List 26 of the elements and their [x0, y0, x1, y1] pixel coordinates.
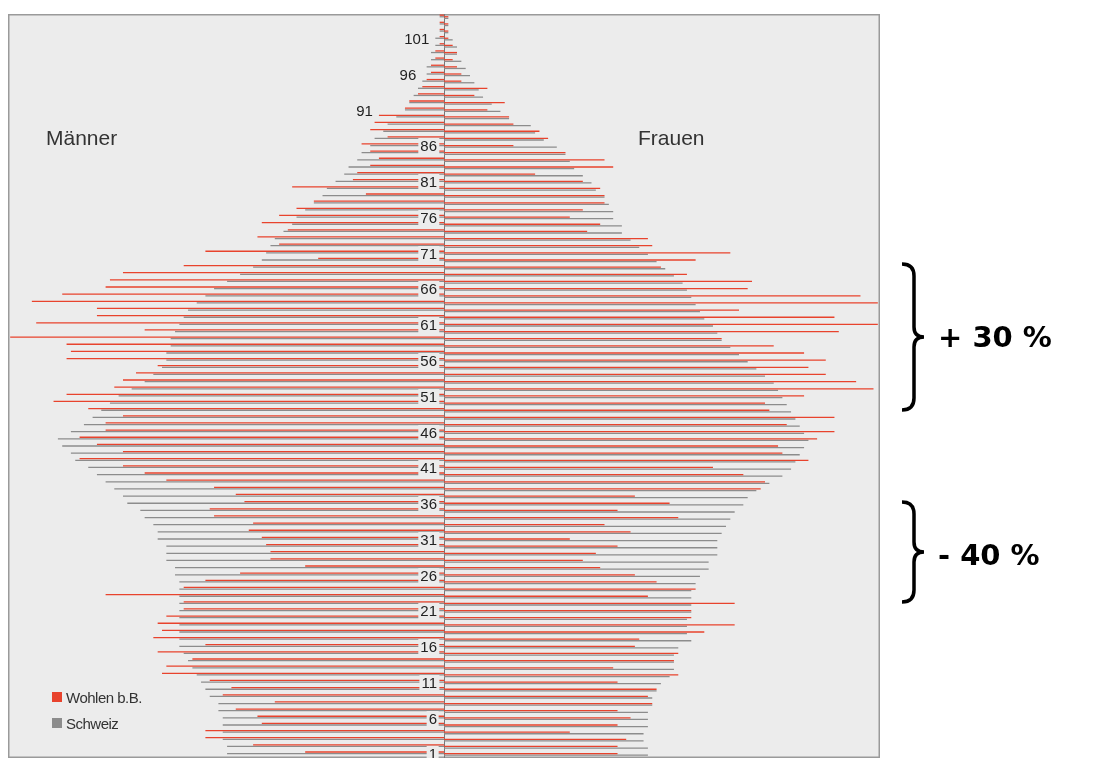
y-tick-label: 46 — [418, 423, 439, 441]
annotation: Frauen — [638, 126, 705, 150]
legend-label: Schweiz — [66, 714, 119, 732]
y-tick-label: 66 — [418, 280, 439, 298]
y-tick-label: 41 — [418, 459, 439, 477]
y-tick-label: 96 — [397, 65, 419, 83]
text: - 40 % — [938, 538, 1040, 572]
y-tick-label: 31 — [418, 530, 439, 548]
legend-label: Wohlen b.B. — [66, 688, 142, 706]
annotation: Männer — [46, 126, 118, 150]
y-tick-label: 36 — [418, 495, 439, 513]
y-tick-label: 51 — [418, 387, 439, 405]
y-tick-label: 101 — [402, 30, 432, 48]
y-tick-label: 11 — [419, 673, 439, 691]
text: + 30 % — [938, 320, 1052, 354]
y-tick-label: 71 — [418, 244, 439, 262]
y-tick-label: 61 — [418, 316, 439, 334]
y-tick-label: 26 — [418, 566, 439, 584]
y-tick-label: 6 — [426, 709, 439, 727]
y-tick-label: 16 — [418, 638, 439, 656]
y-tick-label: 91 — [354, 101, 375, 119]
y-tick-label: 56 — [418, 351, 439, 369]
y-tick-label: 81 — [418, 173, 439, 191]
y-tick-label: 86 — [418, 137, 439, 155]
y-tick-label: 76 — [418, 208, 439, 226]
y-tick-label: 21 — [418, 602, 439, 620]
